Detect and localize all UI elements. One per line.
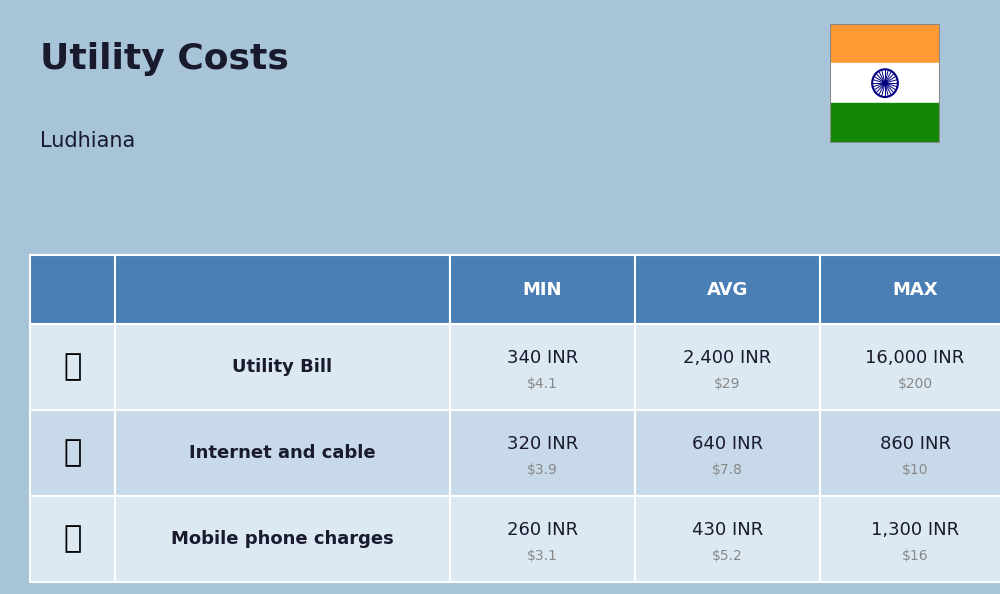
- Text: 320 INR: 320 INR: [507, 435, 578, 453]
- Text: MIN: MIN: [523, 280, 562, 299]
- Text: 260 INR: 260 INR: [507, 522, 578, 539]
- Text: $200: $200: [897, 377, 933, 391]
- Text: 📶: 📶: [63, 438, 82, 467]
- Text: $3.1: $3.1: [527, 549, 558, 563]
- Text: Ludhiana: Ludhiana: [40, 131, 135, 151]
- FancyBboxPatch shape: [820, 410, 1000, 496]
- Text: 📱: 📱: [63, 525, 82, 554]
- FancyBboxPatch shape: [635, 496, 820, 582]
- FancyBboxPatch shape: [115, 324, 450, 410]
- FancyBboxPatch shape: [820, 496, 1000, 582]
- FancyBboxPatch shape: [115, 410, 450, 496]
- FancyBboxPatch shape: [820, 324, 1000, 410]
- Text: AVG: AVG: [707, 280, 748, 299]
- Text: $16: $16: [902, 549, 928, 563]
- Text: 430 INR: 430 INR: [692, 522, 763, 539]
- FancyBboxPatch shape: [30, 255, 115, 324]
- Bar: [830, 103, 940, 143]
- Text: 🔌: 🔌: [63, 352, 82, 381]
- Text: $5.2: $5.2: [712, 549, 743, 563]
- Bar: [830, 64, 940, 103]
- FancyBboxPatch shape: [635, 324, 820, 410]
- FancyBboxPatch shape: [30, 496, 115, 582]
- FancyBboxPatch shape: [30, 324, 115, 410]
- FancyBboxPatch shape: [30, 410, 115, 496]
- Text: 2,400 INR: 2,400 INR: [683, 349, 772, 367]
- Text: $10: $10: [902, 463, 928, 477]
- FancyBboxPatch shape: [450, 324, 635, 410]
- FancyBboxPatch shape: [450, 496, 635, 582]
- Text: $3.9: $3.9: [527, 463, 558, 477]
- FancyBboxPatch shape: [450, 410, 635, 496]
- Text: Utility Bill: Utility Bill: [232, 358, 333, 376]
- FancyBboxPatch shape: [115, 496, 450, 582]
- Circle shape: [884, 81, 886, 85]
- Text: $4.1: $4.1: [527, 377, 558, 391]
- FancyBboxPatch shape: [635, 410, 820, 496]
- Text: 860 INR: 860 INR: [880, 435, 950, 453]
- FancyBboxPatch shape: [820, 255, 1000, 324]
- Text: MAX: MAX: [892, 280, 938, 299]
- Text: 1,300 INR: 1,300 INR: [871, 522, 959, 539]
- Text: Internet and cable: Internet and cable: [189, 444, 376, 462]
- Text: $7.8: $7.8: [712, 463, 743, 477]
- FancyBboxPatch shape: [635, 255, 820, 324]
- FancyBboxPatch shape: [115, 255, 450, 324]
- Text: 16,000 INR: 16,000 INR: [865, 349, 965, 367]
- FancyBboxPatch shape: [450, 255, 635, 324]
- Text: 340 INR: 340 INR: [507, 349, 578, 367]
- Text: Mobile phone charges: Mobile phone charges: [171, 530, 394, 548]
- Bar: [830, 24, 940, 64]
- Text: $29: $29: [714, 377, 741, 391]
- Text: 640 INR: 640 INR: [692, 435, 763, 453]
- Text: Utility Costs: Utility Costs: [40, 42, 289, 75]
